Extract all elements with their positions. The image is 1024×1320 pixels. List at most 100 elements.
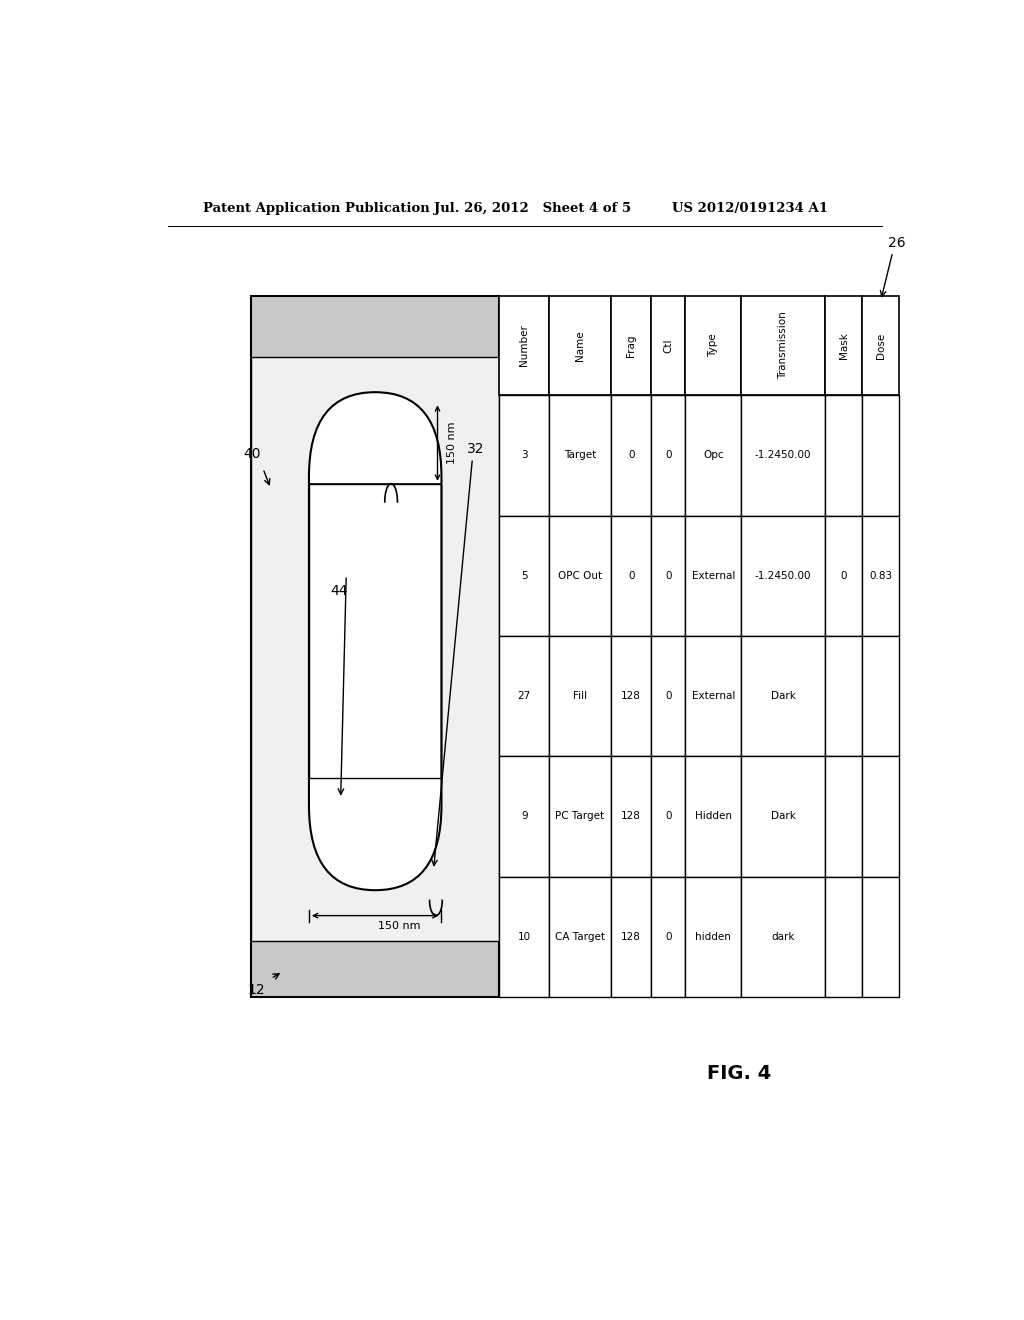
Bar <box>611 636 651 756</box>
Bar <box>651 395 685 516</box>
Bar <box>611 876 651 997</box>
Text: 128: 128 <box>622 812 641 821</box>
Bar <box>651 756 685 876</box>
Bar <box>825 756 862 876</box>
Text: Dark: Dark <box>771 692 796 701</box>
Bar <box>500 395 549 516</box>
Text: Target: Target <box>564 450 596 461</box>
Text: PC Target: PC Target <box>555 812 604 821</box>
Bar <box>500 516 549 636</box>
Text: 150 nm: 150 nm <box>447 422 457 465</box>
Bar <box>862 516 899 636</box>
Text: External: External <box>691 570 735 581</box>
Text: Hidden: Hidden <box>695 812 732 821</box>
Bar <box>500 756 549 876</box>
Bar <box>685 636 741 756</box>
Text: 5: 5 <box>521 570 527 581</box>
Bar <box>549 516 611 636</box>
Text: Mask: Mask <box>839 331 849 359</box>
Text: 0: 0 <box>841 570 847 581</box>
Bar <box>549 756 611 876</box>
Text: CA Target: CA Target <box>555 932 605 941</box>
Bar <box>685 395 741 516</box>
Bar <box>651 636 685 756</box>
Bar <box>685 876 741 997</box>
Bar <box>825 516 862 636</box>
Text: hidden: hidden <box>695 932 731 941</box>
Text: Ctl: Ctl <box>664 338 674 352</box>
Bar <box>651 876 685 997</box>
Bar <box>251 296 500 997</box>
Text: Frag: Frag <box>627 334 636 356</box>
Bar <box>741 395 825 516</box>
Text: 0: 0 <box>666 450 672 461</box>
Text: 27: 27 <box>517 692 530 701</box>
Text: External: External <box>691 692 735 701</box>
Text: FIG. 4: FIG. 4 <box>707 1064 771 1082</box>
Bar <box>862 756 899 876</box>
Text: 9: 9 <box>521 812 527 821</box>
Bar <box>741 756 825 876</box>
Bar <box>825 395 862 516</box>
Bar <box>611 516 651 636</box>
Text: Patent Application Publication: Patent Application Publication <box>204 202 430 215</box>
Text: 26: 26 <box>888 236 905 249</box>
Bar <box>741 296 825 395</box>
Text: dark: dark <box>771 932 795 941</box>
Text: 32: 32 <box>467 442 484 457</box>
Bar <box>251 356 500 941</box>
Text: OPC Out: OPC Out <box>558 570 602 581</box>
Bar <box>549 876 611 997</box>
Text: Fill: Fill <box>573 692 587 701</box>
Bar <box>651 516 685 636</box>
Text: 0.83: 0.83 <box>869 570 892 581</box>
Text: Opc: Opc <box>703 450 724 461</box>
Text: 0: 0 <box>666 570 672 581</box>
Bar <box>500 636 549 756</box>
Text: 0: 0 <box>666 932 672 941</box>
Text: Type: Type <box>709 334 719 358</box>
Text: 3: 3 <box>521 450 527 461</box>
Text: -1.2450.00: -1.2450.00 <box>755 570 811 581</box>
Bar <box>309 483 441 779</box>
Text: 150 nm: 150 nm <box>378 921 420 931</box>
Bar <box>825 876 862 997</box>
Text: 10: 10 <box>518 932 530 941</box>
Bar <box>862 296 899 395</box>
Text: 40: 40 <box>243 447 260 461</box>
Bar <box>862 876 899 997</box>
Bar <box>500 296 549 395</box>
Text: Transmission: Transmission <box>778 312 788 379</box>
Bar <box>825 636 862 756</box>
Bar <box>549 395 611 516</box>
Bar <box>741 636 825 756</box>
Text: US 2012/0191234 A1: US 2012/0191234 A1 <box>672 202 827 215</box>
Bar <box>500 876 549 997</box>
Bar <box>685 756 741 876</box>
Text: 0: 0 <box>628 570 635 581</box>
Text: 44: 44 <box>331 585 348 598</box>
Bar <box>862 395 899 516</box>
Bar <box>611 756 651 876</box>
Text: Number: Number <box>519 325 529 367</box>
Bar <box>741 516 825 636</box>
Bar <box>685 296 741 395</box>
Bar <box>685 516 741 636</box>
Bar <box>549 636 611 756</box>
Text: 0: 0 <box>628 450 635 461</box>
Bar <box>741 876 825 997</box>
Bar <box>862 636 899 756</box>
FancyBboxPatch shape <box>309 392 441 890</box>
Text: 128: 128 <box>622 692 641 701</box>
Bar <box>825 296 862 395</box>
Text: Dark: Dark <box>771 812 796 821</box>
Text: 12: 12 <box>247 983 264 997</box>
Bar <box>651 296 685 395</box>
Text: 0: 0 <box>666 812 672 821</box>
Text: 128: 128 <box>622 932 641 941</box>
Text: 0: 0 <box>666 692 672 701</box>
Text: Jul. 26, 2012   Sheet 4 of 5: Jul. 26, 2012 Sheet 4 of 5 <box>433 202 631 215</box>
Bar <box>611 296 651 395</box>
Bar <box>549 296 611 395</box>
Text: Name: Name <box>575 330 585 360</box>
